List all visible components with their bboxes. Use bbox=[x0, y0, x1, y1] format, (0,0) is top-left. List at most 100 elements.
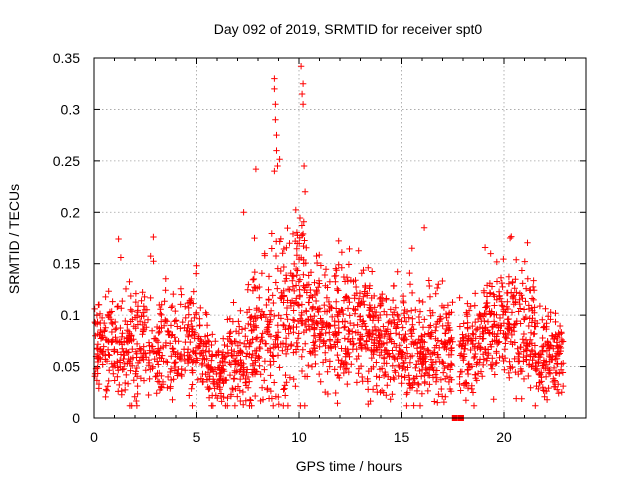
data-point bbox=[416, 297, 423, 304]
data-point bbox=[418, 366, 426, 373]
data-point bbox=[282, 272, 290, 279]
data-point bbox=[129, 345, 136, 353]
data-point bbox=[530, 330, 537, 338]
data-point bbox=[513, 395, 520, 402]
data-point bbox=[217, 392, 225, 400]
data-point bbox=[356, 289, 364, 297]
data-point bbox=[506, 358, 513, 365]
data-point bbox=[519, 280, 526, 287]
data-point bbox=[155, 329, 162, 337]
data-point bbox=[432, 327, 439, 334]
data-point bbox=[206, 347, 213, 355]
data-point bbox=[286, 322, 293, 330]
data-point bbox=[446, 385, 454, 393]
data-point bbox=[424, 346, 431, 354]
data-point bbox=[409, 315, 416, 322]
data-point bbox=[249, 371, 257, 378]
data-point bbox=[275, 312, 282, 319]
data-point bbox=[265, 273, 273, 280]
data-point bbox=[204, 337, 212, 345]
data-point bbox=[343, 365, 350, 372]
data-point bbox=[261, 377, 268, 384]
data-point bbox=[511, 339, 518, 346]
data-point bbox=[361, 301, 368, 308]
data-point bbox=[500, 255, 507, 263]
data-point bbox=[160, 322, 168, 329]
data-point bbox=[99, 361, 106, 368]
y-tick-label: 0.05 bbox=[53, 359, 80, 375]
data-point bbox=[472, 290, 479, 297]
data-point bbox=[492, 360, 499, 367]
data-point bbox=[299, 346, 306, 353]
data-point bbox=[555, 390, 562, 397]
data-point bbox=[434, 351, 441, 358]
data-point bbox=[469, 389, 477, 396]
data-point bbox=[243, 369, 250, 376]
data-point bbox=[266, 311, 274, 318]
data-point bbox=[332, 343, 339, 351]
data-point bbox=[171, 367, 179, 374]
data-point bbox=[424, 387, 431, 395]
data-point bbox=[472, 326, 480, 334]
data-point bbox=[309, 349, 316, 356]
data-point bbox=[337, 363, 344, 371]
data-point bbox=[435, 281, 442, 288]
data-point bbox=[235, 318, 242, 325]
data-point bbox=[280, 322, 288, 329]
data-point bbox=[398, 351, 405, 358]
data-point bbox=[187, 299, 194, 306]
data-point bbox=[504, 316, 511, 323]
data-point bbox=[270, 358, 277, 365]
data-point bbox=[369, 317, 377, 324]
data-point bbox=[244, 373, 252, 381]
data-point bbox=[332, 330, 339, 337]
data-point bbox=[434, 354, 442, 361]
data-point bbox=[262, 340, 269, 347]
data-point bbox=[516, 357, 523, 365]
data-point bbox=[144, 316, 152, 323]
data-point bbox=[507, 365, 514, 372]
data-point bbox=[94, 364, 101, 372]
data-point bbox=[299, 230, 307, 238]
data-point bbox=[383, 392, 390, 399]
data-point bbox=[227, 328, 234, 336]
data-point bbox=[140, 328, 147, 335]
data-point bbox=[111, 362, 119, 370]
data-point bbox=[401, 314, 408, 321]
data-point bbox=[221, 377, 229, 384]
data-point bbox=[366, 285, 373, 292]
data-point bbox=[293, 229, 301, 236]
data-point bbox=[298, 353, 305, 360]
data-point bbox=[421, 316, 428, 323]
data-point bbox=[467, 303, 474, 310]
data-point bbox=[230, 357, 238, 364]
data-point bbox=[333, 305, 340, 312]
data-point bbox=[326, 329, 333, 336]
data-point bbox=[487, 361, 494, 369]
data-point bbox=[371, 340, 378, 347]
x-tick-label: 10 bbox=[291, 429, 307, 445]
data-point bbox=[434, 284, 441, 292]
data-point bbox=[131, 393, 138, 400]
data-point bbox=[263, 301, 270, 309]
data-point bbox=[172, 351, 179, 358]
data-point bbox=[399, 365, 406, 372]
data-point bbox=[512, 368, 519, 376]
data-point bbox=[178, 291, 185, 298]
data-point bbox=[236, 323, 243, 330]
data-point bbox=[341, 323, 349, 330]
data-point bbox=[380, 372, 388, 379]
data-point bbox=[134, 390, 141, 398]
data-point bbox=[384, 382, 391, 389]
data-point bbox=[460, 334, 467, 341]
data-point bbox=[258, 270, 266, 277]
data-point bbox=[554, 334, 561, 342]
data-point bbox=[514, 345, 521, 352]
data-point bbox=[346, 328, 353, 335]
data-point bbox=[251, 366, 258, 373]
data-point bbox=[384, 350, 392, 357]
data-point bbox=[119, 297, 126, 305]
data-point bbox=[156, 349, 163, 356]
data-point bbox=[242, 333, 249, 340]
data-point bbox=[419, 350, 426, 358]
